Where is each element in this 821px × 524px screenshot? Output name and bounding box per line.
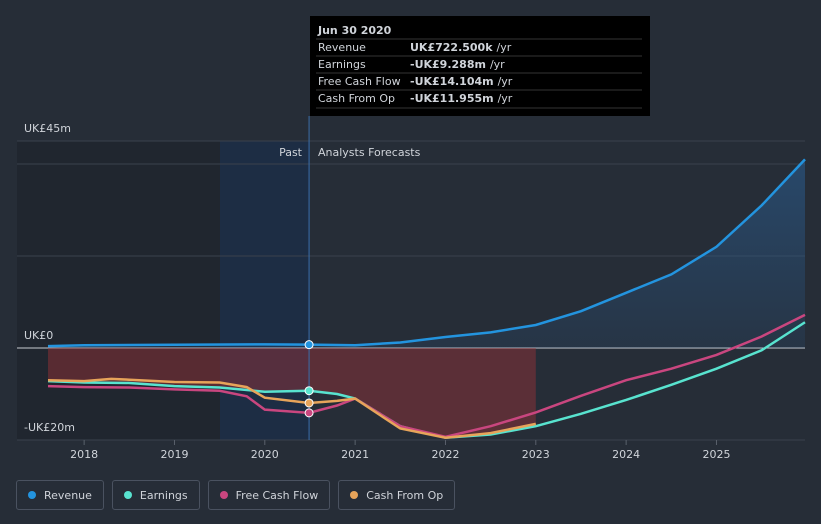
tooltip-label: Earnings xyxy=(318,58,366,71)
x-tick-label: 2020 xyxy=(251,448,279,461)
revenue-area xyxy=(48,159,805,348)
past-shade xyxy=(17,141,220,440)
x-tick-label: 2023 xyxy=(522,448,550,461)
tooltip-value: -UK£11.955m xyxy=(410,92,494,105)
tooltip-suffix: /yr xyxy=(490,58,505,71)
legend-item[interactable]: Free Cash Flow xyxy=(207,480,331,510)
forecast-label: Analysts Forecasts xyxy=(318,146,421,159)
y-tick-label: UK£0 xyxy=(24,329,53,342)
loss-area xyxy=(48,348,536,438)
legend: Revenue Earnings Free Cash Flow Cash From O… xyxy=(16,480,456,510)
past-label: Past xyxy=(279,146,303,159)
past-highlight xyxy=(220,141,310,440)
tooltip-label: Free Cash Flow xyxy=(318,75,401,88)
hover-point xyxy=(304,340,314,350)
hover-point xyxy=(304,386,314,396)
tooltip-suffix: /yr xyxy=(498,92,513,105)
legend-item[interactable]: Cash From Op xyxy=(338,480,456,510)
hover-point xyxy=(304,408,314,418)
legend-item[interactable]: Earnings xyxy=(111,480,200,510)
chart: Past Analysts Forecasts UK£45m UK£0 -UK£20… xyxy=(17,16,806,461)
y-tick-label: -UK£20m xyxy=(24,421,75,434)
legend-label: Free Cash Flow xyxy=(235,488,319,502)
page: {"chart_data":{"type":"line","past_label… xyxy=(16,16,806,510)
y-tick-label: UK£45m xyxy=(24,122,71,135)
series-line xyxy=(47,158,806,348)
legend-swatch xyxy=(123,491,132,499)
tooltip-value: UK£722.500k xyxy=(410,41,493,54)
tooltip-title: Jun 30 2020 xyxy=(317,24,392,37)
legend-label: Earnings xyxy=(139,488,188,502)
x-tick-label: 2022 xyxy=(431,448,459,461)
tooltip-label: Cash From Op xyxy=(318,92,395,105)
legend-label: Revenue xyxy=(44,488,92,502)
x-tick-label: 2018 xyxy=(70,448,98,461)
legend-label: Cash From Op xyxy=(366,488,444,502)
tooltip-value: -UK£9.288m xyxy=(410,58,486,71)
x-tick-label: 2025 xyxy=(702,448,730,461)
hover-point xyxy=(304,398,314,408)
tooltip xyxy=(310,16,650,116)
series-line xyxy=(47,377,537,439)
x-tick-label: 2021 xyxy=(341,448,369,461)
tooltip-suffix: /yr xyxy=(497,41,512,54)
legend-swatch xyxy=(350,491,359,499)
legend-swatch xyxy=(219,491,228,499)
legend-item[interactable]: Revenue xyxy=(16,480,104,510)
x-tick-label: 2024 xyxy=(612,448,640,461)
tooltip-value: -UK£14.104m xyxy=(410,75,494,88)
legend-swatch xyxy=(28,491,36,499)
tooltip-label: Revenue xyxy=(318,41,366,54)
x-tick-label: 2019 xyxy=(160,448,188,461)
tooltip-suffix: /yr xyxy=(498,75,513,88)
